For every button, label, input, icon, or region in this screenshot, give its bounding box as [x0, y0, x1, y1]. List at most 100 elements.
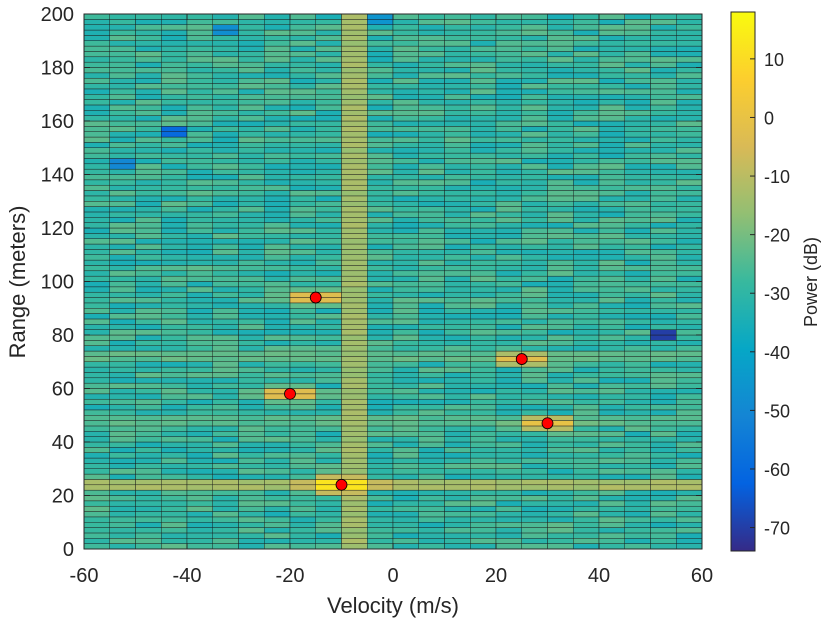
heatmap-cell	[521, 249, 548, 255]
heatmap-cell	[444, 463, 471, 469]
heatmap-cell	[84, 110, 110, 116]
heatmap-cell	[573, 377, 600, 384]
heatmap-cell	[573, 522, 600, 528]
heatmap-cell	[238, 388, 265, 395]
heatmap-cell	[495, 308, 522, 314]
heatmap-cell	[341, 452, 368, 459]
heatmap-cell	[109, 404, 136, 411]
heatmap-cell	[418, 265, 445, 272]
heatmap-cell	[109, 72, 136, 79]
heatmap-cell	[676, 500, 702, 507]
heatmap-cell	[289, 334, 316, 341]
heatmap-cell	[418, 522, 445, 528]
heatmap-cell	[186, 77, 213, 84]
heatmap-cell	[392, 302, 419, 309]
heatmap-cell	[521, 532, 548, 539]
heatmap-cell	[418, 388, 445, 395]
heatmap-cell	[676, 211, 702, 218]
heatmap-cell	[264, 479, 291, 486]
heatmap-cell	[521, 94, 548, 100]
heatmap-cell	[547, 457, 574, 464]
heatmap-cell	[598, 484, 625, 491]
heatmap-cell	[212, 297, 239, 304]
heatmap-cell	[109, 398, 136, 405]
heatmap-cell	[650, 77, 677, 84]
heatmap-cell	[264, 131, 291, 138]
heatmap-cell	[392, 259, 419, 266]
heatmap-cell	[238, 275, 265, 282]
heatmap-cell	[84, 313, 110, 320]
heatmap-cell	[573, 361, 600, 368]
heatmap-cell	[598, 222, 625, 229]
heatmap-cell	[315, 259, 342, 266]
heatmap-cell	[573, 447, 600, 453]
heatmap-cell	[315, 468, 342, 475]
heatmap-cell	[418, 436, 445, 443]
heatmap-cell	[238, 217, 265, 223]
heatmap-cell	[367, 227, 394, 234]
heatmap-cell	[598, 243, 625, 250]
heatmap-cell	[392, 115, 419, 122]
heatmap-cell	[495, 142, 522, 148]
heatmap-cell	[676, 40, 702, 47]
heatmap-cell	[264, 115, 291, 122]
y-tick-label: 140	[41, 165, 74, 187]
heatmap-cell	[186, 265, 213, 272]
heatmap-cell	[470, 254, 497, 261]
heatmap-cell	[676, 126, 702, 132]
heatmap-cell	[521, 431, 548, 437]
heatmap-cell	[573, 409, 600, 416]
heatmap-cell	[650, 302, 677, 309]
heatmap-cell	[238, 24, 265, 31]
heatmap-cell	[315, 179, 342, 186]
heatmap-cell	[650, 45, 677, 52]
heatmap-cell	[341, 473, 368, 480]
heatmap-cell	[161, 468, 188, 475]
heatmap-cell	[186, 372, 213, 379]
heatmap-cell	[264, 120, 291, 127]
heatmap-cell	[418, 115, 445, 122]
heatmap-cell	[264, 19, 291, 25]
heatmap-cell	[495, 222, 522, 229]
heatmap-cell	[521, 195, 548, 202]
heatmap-cell	[264, 441, 291, 448]
heatmap-cell	[573, 286, 600, 293]
heatmap-cell	[186, 195, 213, 202]
heatmap-cell	[161, 543, 188, 549]
heatmap-cell	[573, 516, 600, 523]
heatmap-cell	[547, 366, 574, 373]
heatmap-cell	[521, 538, 548, 544]
heatmap-cell	[212, 415, 239, 421]
heatmap-cell	[341, 313, 368, 320]
heatmap-cell	[444, 441, 471, 448]
heatmap-cell	[392, 14, 419, 20]
heatmap-cell	[444, 147, 471, 154]
heatmap-cell	[289, 270, 316, 277]
heatmap-cell	[547, 142, 574, 148]
heatmap-cell	[238, 398, 265, 405]
heatmap-cell	[315, 61, 342, 68]
heatmap-cell	[264, 484, 291, 491]
heatmap-cell	[521, 72, 548, 79]
heatmap-cell	[212, 538, 239, 544]
heatmap-cell	[212, 516, 239, 523]
heatmap-cell	[315, 67, 342, 74]
heatmap-cell	[341, 99, 368, 106]
heatmap-cell	[444, 522, 471, 528]
heatmap-cell	[598, 431, 625, 437]
heatmap-cell	[444, 468, 471, 475]
heatmap-cell	[367, 398, 394, 405]
heatmap-cell	[367, 275, 394, 282]
heatmap-cell	[315, 511, 342, 518]
heatmap-cell	[161, 147, 188, 154]
heatmap-cell	[521, 377, 548, 384]
heatmap-cell	[367, 452, 394, 459]
heatmap-cell	[341, 457, 368, 464]
heatmap-cell	[186, 147, 213, 154]
heatmap-cell	[444, 361, 471, 368]
heatmap-cell	[521, 366, 548, 373]
heatmap-cell	[573, 281, 600, 288]
heatmap-cell	[264, 195, 291, 202]
heatmap-cell	[186, 436, 213, 443]
heatmap-cell	[109, 420, 136, 427]
